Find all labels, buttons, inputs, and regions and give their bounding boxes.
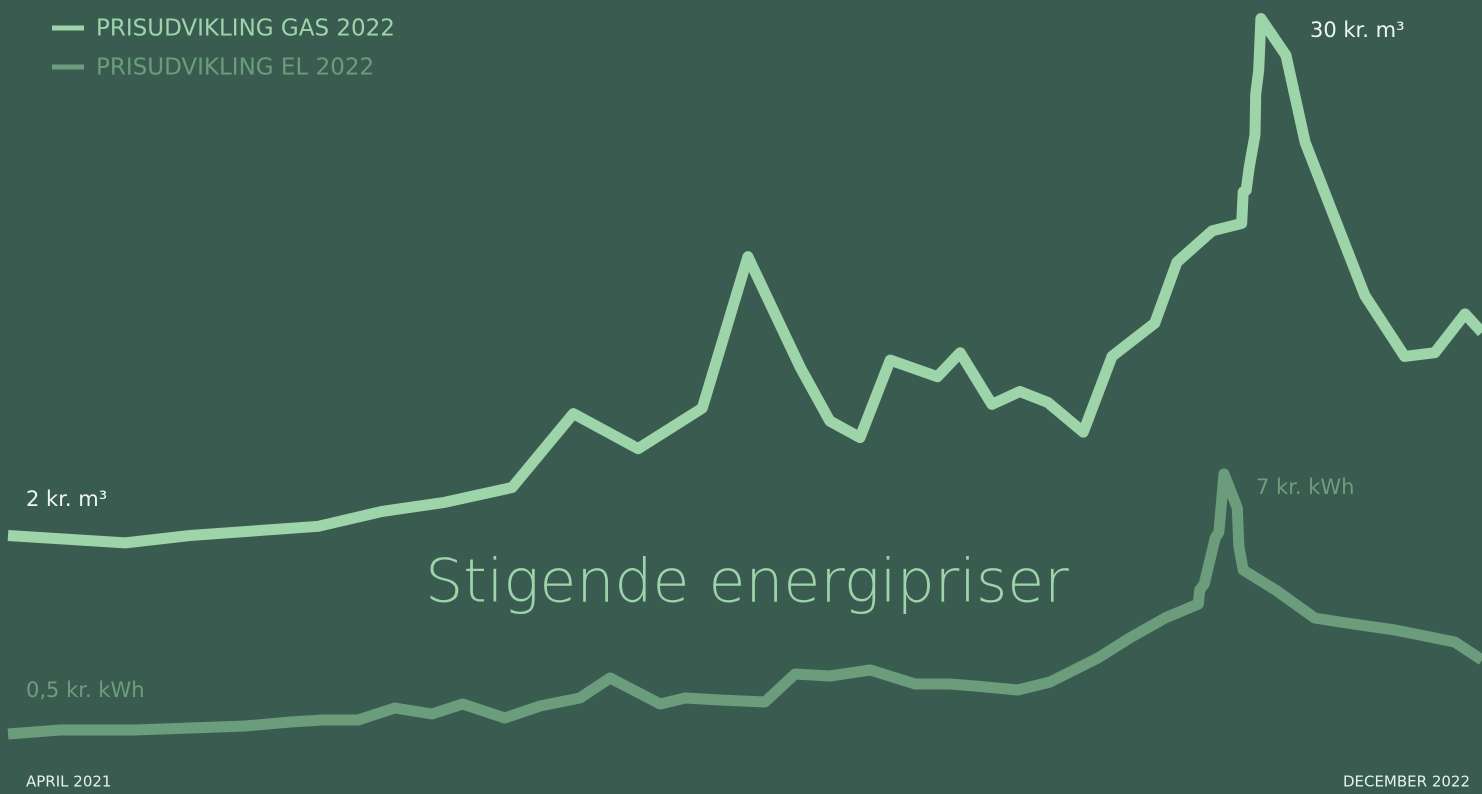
legend-label: PRISUDVIKLING EL 2022 <box>96 55 374 81</box>
chart-title: Stigende energipriser <box>425 547 1069 617</box>
line <box>7 468 1482 740</box>
x-tick-label: APRIL 2021 <box>26 773 111 791</box>
annotation: 7 kr. kWh <box>1256 475 1355 499</box>
annotation: 30 kr. m³ <box>1310 18 1405 42</box>
annotation: 2 kr. m³ <box>26 487 107 511</box>
annotation: 0,5 kr. kWh <box>26 678 145 702</box>
legend-label: PRISUDVIKLING GAS 2022 <box>96 16 395 42</box>
x-tick-label: DECEMBER 2022 <box>1343 773 1470 791</box>
line <box>7 13 1482 549</box>
